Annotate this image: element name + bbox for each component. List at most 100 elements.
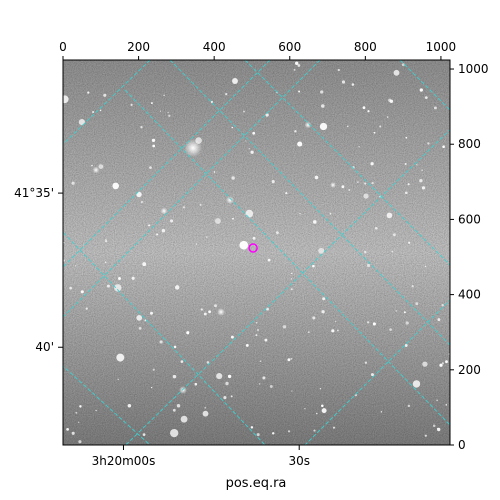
star xyxy=(204,406,207,409)
star xyxy=(250,426,254,429)
y-tick-label: 1000 xyxy=(458,62,489,76)
star xyxy=(329,212,332,215)
star xyxy=(407,183,410,186)
star xyxy=(227,374,232,379)
star xyxy=(320,90,324,94)
star xyxy=(63,95,69,104)
star xyxy=(232,217,234,220)
star xyxy=(419,179,423,183)
star xyxy=(106,284,110,288)
star xyxy=(364,182,367,185)
star xyxy=(319,122,328,131)
star xyxy=(393,69,400,76)
star xyxy=(358,146,360,148)
star xyxy=(313,429,316,432)
star xyxy=(80,290,84,294)
star xyxy=(439,363,443,367)
star xyxy=(367,321,370,324)
star xyxy=(291,390,293,392)
star xyxy=(408,241,411,244)
star xyxy=(318,247,325,254)
star xyxy=(412,380,421,388)
star xyxy=(180,415,188,423)
grid-line xyxy=(244,60,450,266)
y-tick-label: 800 xyxy=(458,137,481,151)
grid-line xyxy=(169,60,450,346)
bright-star xyxy=(92,166,100,174)
star xyxy=(142,262,147,267)
star xyxy=(293,68,296,71)
star xyxy=(243,110,245,113)
star xyxy=(203,312,207,316)
star xyxy=(445,403,448,406)
star xyxy=(248,148,250,150)
bright-star xyxy=(217,308,225,316)
star xyxy=(290,357,293,360)
star xyxy=(294,130,297,133)
star xyxy=(200,308,203,311)
star xyxy=(159,340,163,344)
star xyxy=(416,164,418,166)
star xyxy=(411,285,414,288)
star xyxy=(276,231,279,235)
star xyxy=(144,319,147,322)
star xyxy=(91,164,93,167)
star xyxy=(436,399,438,402)
dec-tick-label: 40' xyxy=(35,340,54,354)
star xyxy=(321,104,325,108)
image-area xyxy=(63,60,450,445)
star xyxy=(291,272,293,275)
star xyxy=(427,142,430,145)
star xyxy=(206,361,210,364)
star xyxy=(239,240,249,250)
ra-tick-label: 3h20m00s xyxy=(92,454,156,468)
y-tick-label: 0 xyxy=(458,438,466,452)
star xyxy=(208,310,212,314)
star xyxy=(118,277,121,280)
star xyxy=(231,126,234,129)
star xyxy=(282,325,287,329)
star xyxy=(386,212,393,219)
star xyxy=(176,403,181,408)
star xyxy=(395,310,398,312)
star xyxy=(79,405,82,408)
star xyxy=(290,288,293,291)
star xyxy=(407,404,411,408)
star xyxy=(441,362,444,365)
star xyxy=(71,431,75,435)
x-tick-label: 200 xyxy=(127,40,150,54)
star xyxy=(112,182,120,190)
star xyxy=(374,226,378,230)
star xyxy=(379,125,382,128)
y-tick-label: 200 xyxy=(458,363,481,377)
star xyxy=(156,233,159,236)
axis-ticks xyxy=(62,56,454,446)
star xyxy=(182,206,186,209)
star xyxy=(403,311,406,314)
star xyxy=(63,259,66,262)
star xyxy=(351,83,355,86)
star xyxy=(202,410,209,417)
star xyxy=(341,80,346,84)
star xyxy=(245,343,249,347)
star xyxy=(245,140,247,142)
y-tick-label: 600 xyxy=(458,212,481,226)
star xyxy=(312,316,316,320)
star xyxy=(163,94,165,97)
star xyxy=(391,250,394,253)
star xyxy=(441,304,444,307)
star xyxy=(313,220,317,224)
star xyxy=(71,181,75,185)
star xyxy=(114,284,122,292)
star xyxy=(287,358,291,362)
star xyxy=(422,361,428,367)
star xyxy=(172,374,177,379)
star xyxy=(199,203,202,206)
y-tick-label: 400 xyxy=(458,288,481,302)
star xyxy=(74,265,77,267)
star xyxy=(389,99,394,104)
star xyxy=(230,335,234,339)
star xyxy=(290,278,293,280)
star xyxy=(389,328,392,331)
star xyxy=(393,233,396,237)
